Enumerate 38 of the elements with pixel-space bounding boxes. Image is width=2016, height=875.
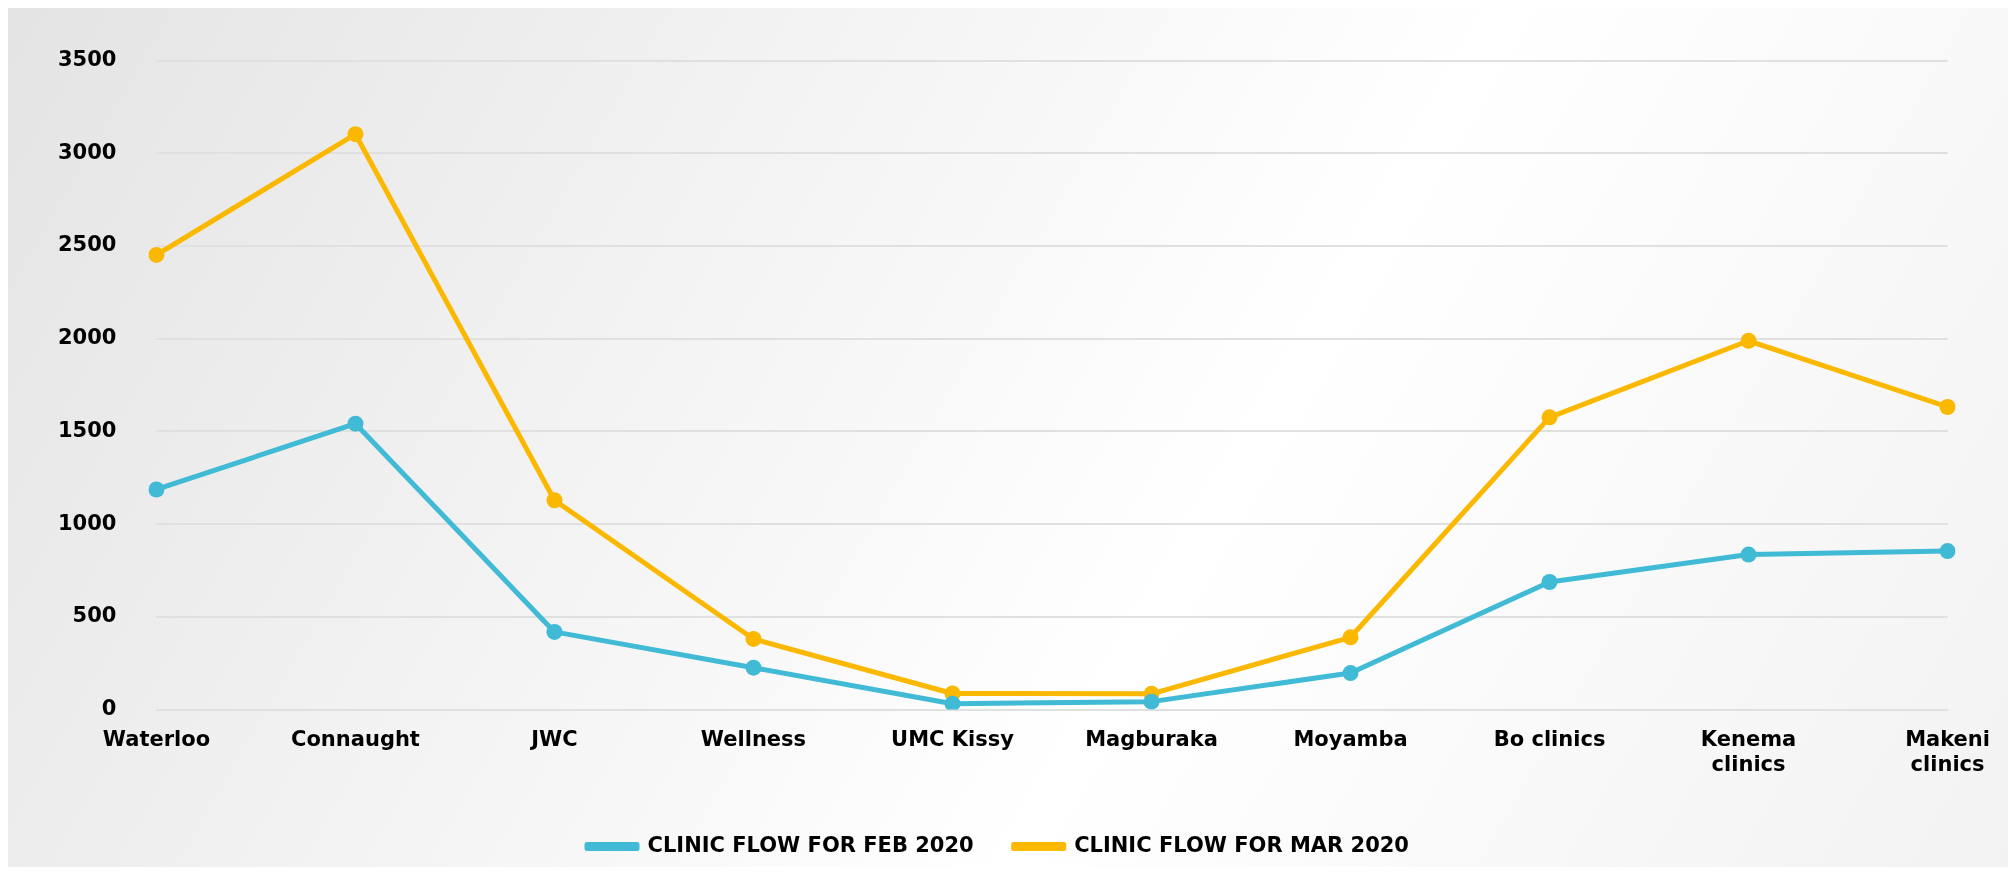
x-tick-label: Bo clinics xyxy=(1493,726,1606,751)
y-tick-label: 0 xyxy=(101,696,117,721)
legend-label: CLINIC FLOW FOR FEB 2020 xyxy=(647,832,974,857)
point xyxy=(944,695,961,710)
point xyxy=(1143,693,1160,710)
point xyxy=(1342,665,1359,682)
y-tick-label: 2000 xyxy=(57,325,117,350)
point xyxy=(1939,543,1956,560)
y-tick-label: 3500 xyxy=(57,47,117,72)
point xyxy=(148,481,165,498)
point xyxy=(1740,332,1757,349)
point xyxy=(745,630,762,647)
y-tick-label: 500 xyxy=(72,603,117,628)
x-tick-label: Moyamba xyxy=(1293,726,1408,751)
point xyxy=(745,659,762,676)
point xyxy=(1541,574,1558,591)
point xyxy=(1740,546,1757,563)
x-tick-label: Makeni clinics xyxy=(1905,726,1991,776)
x-tick-label: Wellness xyxy=(700,726,807,751)
x-tick-label: Magburaka xyxy=(1085,726,1218,751)
y-tick-label: 2500 xyxy=(57,232,117,257)
point xyxy=(347,126,364,143)
point xyxy=(148,246,165,263)
point xyxy=(546,492,563,509)
point xyxy=(546,623,563,640)
y-tick-label: 1500 xyxy=(57,417,117,442)
x-tick-label: Waterloo xyxy=(102,726,211,751)
point xyxy=(347,415,364,432)
x-tick-label: JWC xyxy=(529,726,578,751)
point xyxy=(1939,398,1956,415)
x-tick-label: Kenema clinics xyxy=(1700,726,1797,776)
x-tick-label: UMC Kissy xyxy=(891,726,1015,751)
point xyxy=(1541,409,1558,426)
x-tick-label: Connaught xyxy=(291,726,420,751)
legend-label: CLINIC FLOW FOR MAR 2020 xyxy=(1074,832,1409,857)
point xyxy=(1342,629,1359,646)
y-tick-label: 1000 xyxy=(57,510,117,535)
y-tick-label: 3000 xyxy=(57,139,117,164)
